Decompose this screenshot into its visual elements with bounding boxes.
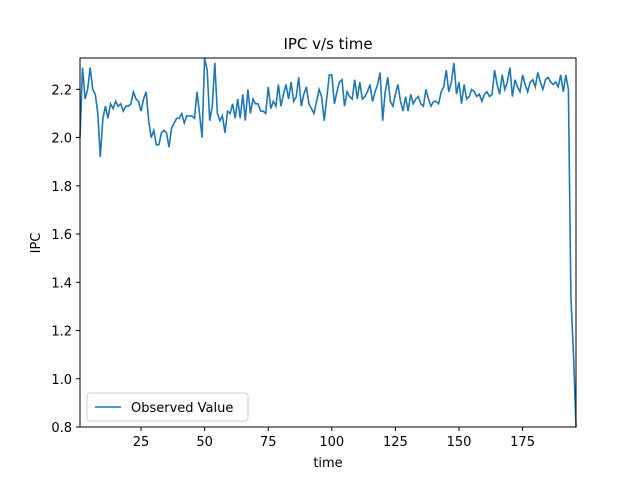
y-tick-label: 1.4	[51, 276, 72, 291]
y-tick-label: 1.6	[51, 228, 72, 243]
x-axis-ticks: 25 50 75 100 125 150 175	[133, 427, 535, 450]
y-tick-label: 2.2	[51, 83, 72, 98]
chart-title: IPC v/s time	[283, 35, 372, 53]
x-tick-label: 175	[510, 435, 535, 450]
plot-area	[79, 57, 577, 428]
y-tick-label: 1.0	[51, 373, 72, 388]
axes-frame	[79, 57, 577, 428]
y-tick-label: 1.2	[51, 325, 72, 340]
legend-box	[86, 392, 249, 422]
x-tick-label: 100	[319, 435, 344, 450]
x-tick-label: 50	[196, 435, 213, 450]
x-tick-label: 25	[133, 435, 150, 450]
y-tick-label: 1.8	[51, 180, 72, 195]
x-tick-label: 150	[447, 435, 472, 450]
legend-label: Observed Value	[131, 401, 233, 416]
observed-value-series-line	[79, 57, 577, 428]
y-axis-label: IPC	[29, 233, 44, 254]
x-tick-label: 75	[260, 435, 277, 450]
x-tick-label: 125	[383, 435, 408, 450]
x-axis-label: time	[313, 456, 342, 471]
y-axis-ticks: 0.8 1.0 1.2 1.4 1.6 1.8 2.0 2.2	[51, 83, 80, 436]
y-tick-label: 0.8	[51, 421, 72, 436]
y-tick-label: 2.0	[51, 132, 72, 147]
legend: Observed Value	[86, 392, 249, 422]
